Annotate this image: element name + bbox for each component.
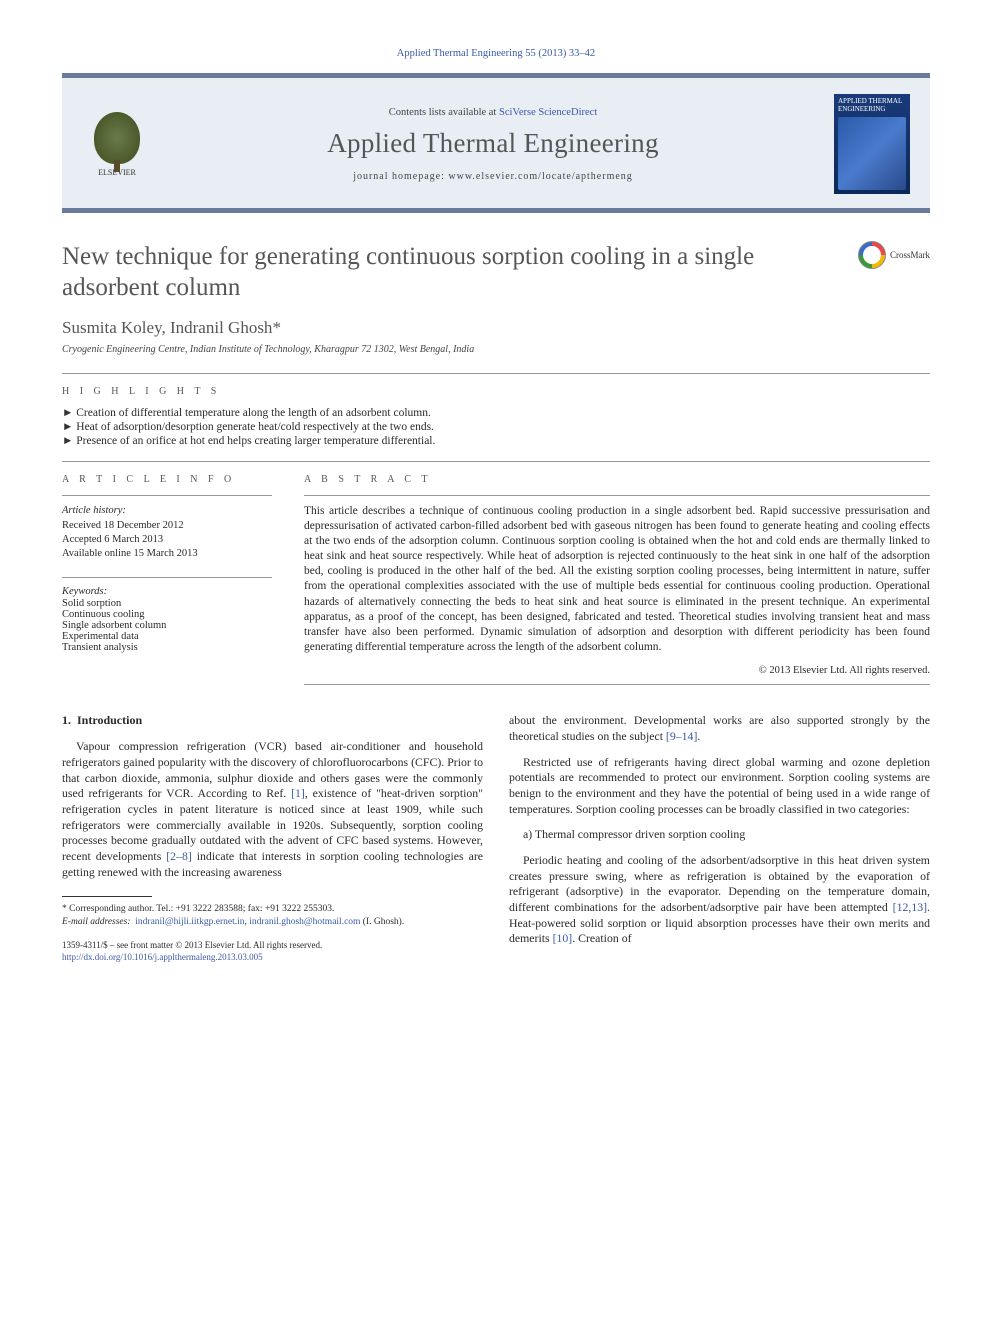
- highlight-item: Heat of adsorption/desorption generate h…: [62, 421, 930, 433]
- homepage-prefix: journal homepage:: [353, 171, 448, 182]
- body-paragraph: Restricted use of refrigerants having di…: [509, 755, 930, 818]
- footnotes: * Corresponding author. Tel.: +91 3222 2…: [62, 903, 483, 928]
- crossmark-icon: [858, 241, 886, 269]
- body-paragraph: about the environment. Developmental wor…: [509, 713, 930, 744]
- crossmark-badge[interactable]: CrossMark: [858, 241, 930, 269]
- page-container: Applied Thermal Engineering 55 (2013) 33…: [0, 0, 992, 993]
- email-line: E-mail addresses: indranil@hijli.iitkgp.…: [62, 916, 483, 928]
- homepage-url: www.elsevier.com/locate/apthermeng: [448, 171, 632, 182]
- info-abstract-row: a r t i c l e i n f o Article history: R…: [62, 462, 930, 686]
- citation-link[interactable]: [9–14]: [666, 729, 697, 743]
- highlights-list: Creation of differential temperature alo…: [62, 407, 930, 447]
- accepted-date: Accepted 6 March 2013: [62, 533, 272, 547]
- highlight-item: Presence of an orifice at hot end helps …: [62, 435, 930, 447]
- email-link[interactable]: indranil@hijli.iitkgp.ernet.in: [135, 917, 244, 927]
- title-row: New technique for generating continuous …: [62, 241, 930, 304]
- elsevier-tree-icon: [94, 112, 140, 164]
- corresponding-author-note: * Corresponding author. Tel.: +91 3222 2…: [62, 903, 483, 915]
- rule: [304, 684, 930, 685]
- running-header: Applied Thermal Engineering 55 (2013) 33…: [62, 48, 930, 59]
- keyword: Solid sorption: [62, 598, 272, 609]
- abstract-column: a b s t r a c t This article describes a…: [304, 462, 930, 686]
- body-paragraph: Periodic heating and cooling of the adso…: [509, 853, 930, 947]
- received-date: Received 18 December 2012: [62, 519, 272, 533]
- cover-thumb-image: [838, 117, 906, 190]
- keyword: Single adsorbent column: [62, 620, 272, 631]
- cover-thumb-title: APPLIED THERMAL ENGINEERING: [838, 98, 906, 113]
- keyword: Transient analysis: [62, 642, 272, 653]
- footnote-rule: [62, 896, 152, 897]
- journal-name: Applied Thermal Engineering: [170, 128, 816, 159]
- article-info-column: a r t i c l e i n f o Article history: R…: [62, 462, 272, 686]
- affiliation: Cryogenic Engineering Centre, Indian Ins…: [62, 344, 930, 355]
- email-link[interactable]: indranil.ghosh@hotmail.com: [249, 917, 360, 927]
- masthead-bottom-rule: [62, 208, 930, 213]
- contents-prefix: Contents lists available at: [389, 107, 499, 118]
- keywords-label: Keywords:: [62, 586, 272, 597]
- highlight-item: Creation of differential temperature alo…: [62, 407, 930, 419]
- online-date: Available online 15 March 2013: [62, 547, 272, 561]
- keywords-block: Keywords: Solid sorption Continuous cool…: [62, 578, 272, 653]
- journal-cover-thumbnail: APPLIED THERMAL ENGINEERING: [834, 94, 910, 194]
- masthead-center: Contents lists available at SciVerse Sci…: [170, 107, 816, 182]
- contents-available-line: Contents lists available at SciVerse Sci…: [170, 107, 816, 118]
- article-history: Article history: Received 18 December 20…: [62, 496, 272, 562]
- keyword: Experimental data: [62, 631, 272, 642]
- article-info-label: a r t i c l e i n f o: [62, 462, 272, 495]
- publisher-logo: ELSEVIER: [82, 104, 152, 184]
- issn-copyright: 1359-4311/$ – see front matter © 2013 El…: [62, 940, 483, 963]
- authors: Susmita Koley, Indranil Ghosh*: [62, 318, 930, 338]
- crossmark-label: CrossMark: [890, 250, 930, 260]
- doi-link[interactable]: http://dx.doi.org/10.1016/j.applthermale…: [62, 952, 263, 962]
- journal-homepage-line: journal homepage: www.elsevier.com/locat…: [170, 171, 816, 182]
- body-column-right: about the environment. Developmental wor…: [509, 713, 930, 963]
- list-item-a: a) Thermal compressor driven sorption co…: [523, 827, 930, 843]
- body-paragraph: Vapour compression refrigeration (VCR) b…: [62, 739, 483, 880]
- keyword: Continuous cooling: [62, 609, 272, 620]
- article-title: New technique for generating continuous …: [62, 241, 846, 304]
- sciencedirect-link[interactable]: SciVerse ScienceDirect: [499, 107, 597, 118]
- body-columns: 1. Introduction Vapour compression refri…: [62, 713, 930, 963]
- section-heading: 1. Introduction: [62, 713, 483, 729]
- highlights-label: h i g h l i g h t s: [62, 374, 930, 407]
- citation-link[interactable]: [1]: [291, 786, 305, 800]
- abstract-text: This article describes a technique of co…: [304, 496, 930, 656]
- masthead: ELSEVIER Contents lists available at Sci…: [62, 78, 930, 208]
- citation-link[interactable]: [10]: [553, 931, 573, 945]
- history-label: Article history:: [62, 504, 272, 518]
- citation-link[interactable]: [2–8]: [166, 849, 192, 863]
- abstract-copyright: © 2013 Elsevier Ltd. All rights reserved…: [304, 665, 930, 676]
- abstract-label: a b s t r a c t: [304, 462, 930, 495]
- citation-link[interactable]: [12,13]: [893, 900, 927, 914]
- body-column-left: 1. Introduction Vapour compression refri…: [62, 713, 483, 963]
